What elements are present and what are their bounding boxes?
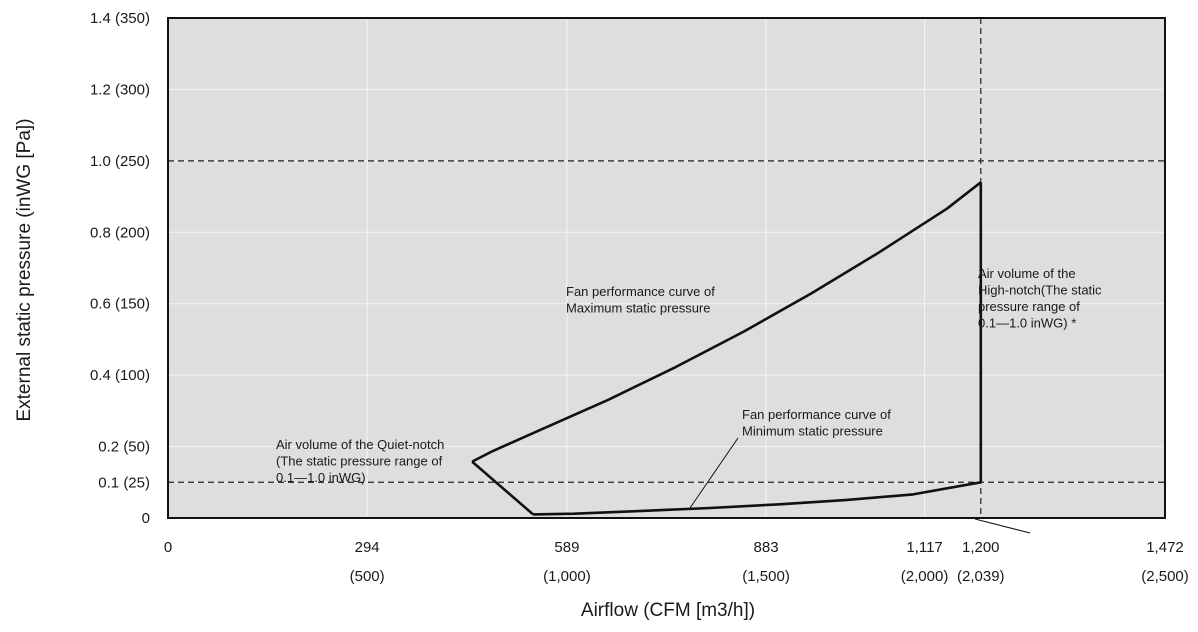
x-tick-sublabel: (2,500) (1141, 568, 1189, 585)
x-tick-label: 1,117 (906, 539, 942, 556)
y-tick-labels: 0 0.1 (25) 0.2 (50) 0.4 (100) 0.6 (150) 0.8 (… (90, 10, 150, 527)
y-tick-label: 0.8 (200) (90, 224, 150, 241)
x-tick-sublabel: (1,000) (543, 568, 591, 585)
x-axis-title: Airflow (CFM [m3/h]) (581, 600, 755, 621)
y-axis-title: External static pressure (inWG [Pa]) (14, 118, 35, 421)
y-tick-label: 1.0 (250) (90, 153, 150, 170)
min-curve-leader-line (689, 437, 739, 509)
quiet-notch-line (471, 460, 534, 516)
high-notch-label: Air volume of the (978, 266, 1076, 281)
max-curve-label: Fan performance curve of (566, 284, 715, 299)
x-tick-sublabel: (1,500) (742, 568, 790, 585)
x-tick-label: 0 (164, 539, 172, 556)
plot-area (168, 18, 1165, 518)
series-lines (471, 181, 983, 516)
x-tick-sublabel: (2,039) (957, 568, 1005, 585)
min-static-pressure-curve (533, 481, 982, 516)
min-curve-label: Minimum static pressure (742, 424, 883, 439)
x-tick-label: 1,200 (962, 539, 1000, 556)
quiet-notch-label: 0.1—1.0 inWG) (276, 470, 366, 485)
x-tick-sublabel: (500) (350, 568, 385, 585)
x-tick-sublabel: (2,000) (901, 568, 949, 585)
y-tick-label: 1.4 (350) (90, 10, 150, 27)
x-tick-label: 883 (754, 539, 779, 556)
plot-frame (167, 17, 1166, 519)
y-tick-label: 0.2 (50) (98, 439, 150, 456)
max-curve-label: Maximum static pressure (566, 301, 710, 316)
y-tick-label: 1.2 (300) (90, 81, 150, 98)
x-tick-label: 294 (355, 539, 380, 556)
min-curve-label: Fan performance curve of (742, 407, 891, 422)
high-notch-label: 0.1—1.0 inWG) * (978, 316, 1076, 331)
y-tick-label: 0.1 (25) (98, 474, 150, 491)
y-tick-label: 0.6 (150) (90, 296, 150, 313)
max-static-pressure-curve (471, 181, 982, 463)
quiet-notch-label: Air volume of the Quiet-notch (276, 437, 444, 452)
annotations: Air volume of the Quiet-notch (The static… (276, 266, 1102, 534)
x-tick-labels: 0 294 (500) 589 (1,000) 883 (1,500) 1,117 (2,000… (164, 539, 1189, 585)
high-notch-label: pressure range of (978, 299, 1080, 314)
y-tick-label: 0.4 (100) (90, 367, 150, 384)
y-tick-label: 0 (142, 510, 150, 527)
high-notch-label: High-notch(The static (978, 283, 1102, 298)
plot-background (168, 18, 1165, 518)
x-tick-label: 1,472 (1146, 539, 1184, 556)
x-tick-label: 589 (554, 539, 579, 556)
x-1200-leader-line (974, 518, 1031, 534)
plot-border (167, 17, 1166, 519)
quiet-notch-label: (The static pressure range of (276, 454, 443, 469)
